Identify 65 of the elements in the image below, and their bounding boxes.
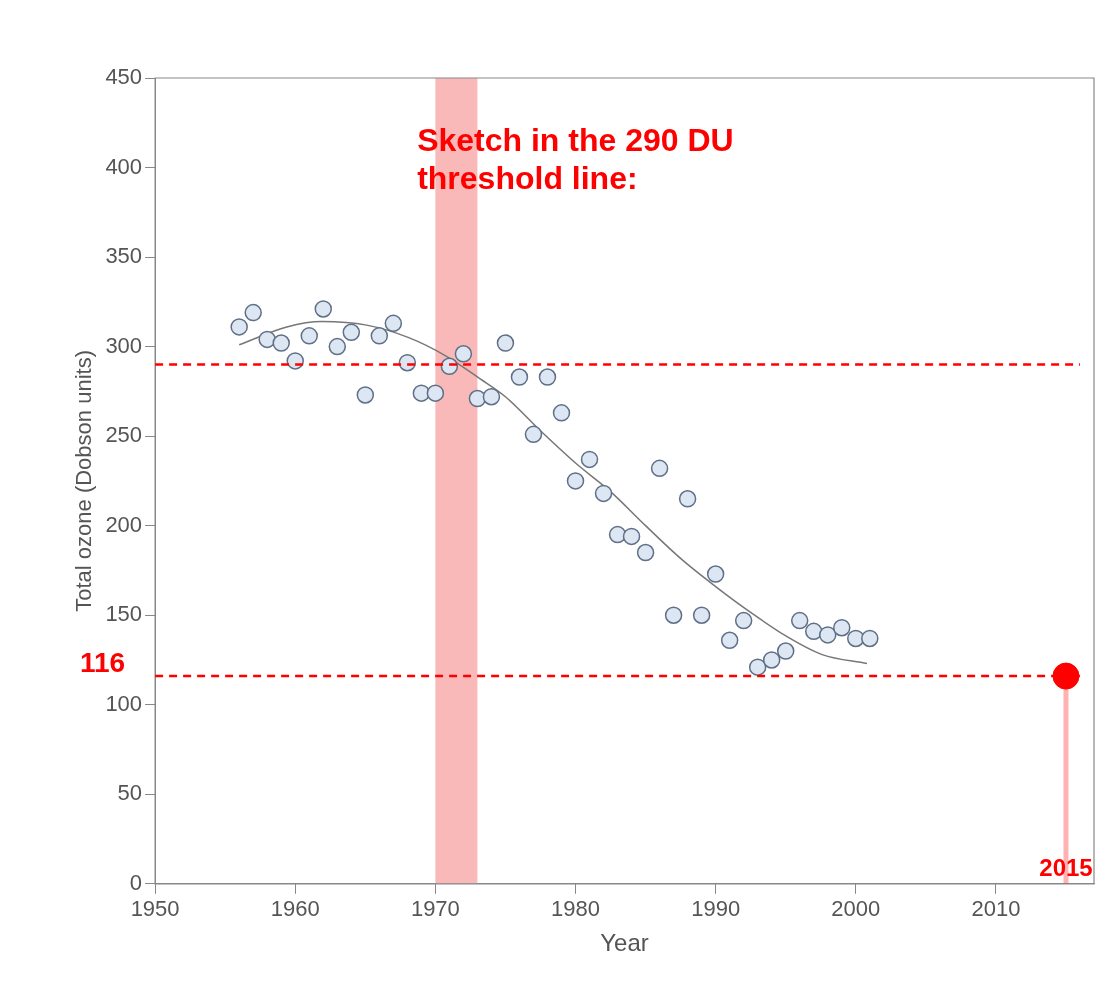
point: [706, 565, 725, 583]
y-tick-label: 50: [117, 780, 143, 806]
point: [426, 384, 445, 402]
point: [776, 642, 795, 660]
point: [258, 330, 276, 349]
point: [790, 611, 809, 630]
x-tick-label: 1950: [130, 896, 180, 922]
point: [833, 618, 851, 637]
y-tick-label: 100: [105, 690, 143, 716]
point: [370, 327, 389, 345]
point: [636, 543, 655, 562]
point: [594, 484, 613, 503]
point: [819, 626, 837, 644]
point: [748, 658, 767, 676]
point: [482, 387, 501, 406]
y-tick-label: 400: [105, 153, 143, 179]
x-tick-label: 1990: [691, 896, 741, 922]
point: [861, 629, 879, 648]
x-tick-label: 1980: [551, 896, 600, 922]
point: [720, 631, 739, 650]
point: [342, 323, 361, 342]
point: [650, 459, 669, 478]
y-tick-label: 350: [105, 243, 143, 269]
x-axis-title: Year: [600, 929, 649, 957]
point: [622, 527, 641, 546]
x-tick-label: 1970: [410, 896, 460, 922]
point: [468, 389, 487, 408]
annotation: Sketch in the 290 DU threshold line:: [417, 121, 734, 196]
x-tick-label: 2010: [971, 896, 1021, 922]
ref-line-label: 116: [79, 646, 126, 678]
point: [314, 300, 333, 318]
point: [328, 337, 347, 356]
point: [356, 386, 375, 404]
point: [272, 334, 290, 352]
y-axis-title: Total ozone (Dobson units): [71, 350, 97, 612]
point: [454, 345, 473, 363]
point: [734, 611, 753, 630]
y-tick-label: 0: [129, 869, 143, 895]
point: [692, 606, 711, 624]
point: [664, 606, 683, 624]
point: [538, 368, 557, 386]
point: [678, 490, 697, 508]
y-tick-label: 300: [105, 332, 143, 358]
x-tick-label: 2000: [831, 896, 881, 922]
point: [510, 368, 529, 386]
y-tick-label: 250: [105, 422, 143, 448]
point: [524, 425, 543, 444]
point: [300, 327, 318, 345]
point: [580, 450, 599, 469]
annotation: 2015: [1039, 854, 1093, 882]
x-tick-label: 1960: [270, 896, 320, 922]
point: [552, 404, 571, 422]
point: [496, 334, 515, 352]
point: [847, 629, 865, 648]
point: [566, 472, 585, 490]
point: [244, 303, 262, 322]
y-tick-label: 150: [105, 601, 143, 627]
y-tick-label: 200: [105, 511, 143, 537]
point: [804, 622, 823, 641]
point: [762, 651, 781, 669]
point: [384, 314, 403, 333]
line-series: [238, 320, 868, 665]
point: [230, 318, 248, 336]
y-tick-label: 450: [105, 64, 143, 90]
point: [1052, 662, 1080, 690]
